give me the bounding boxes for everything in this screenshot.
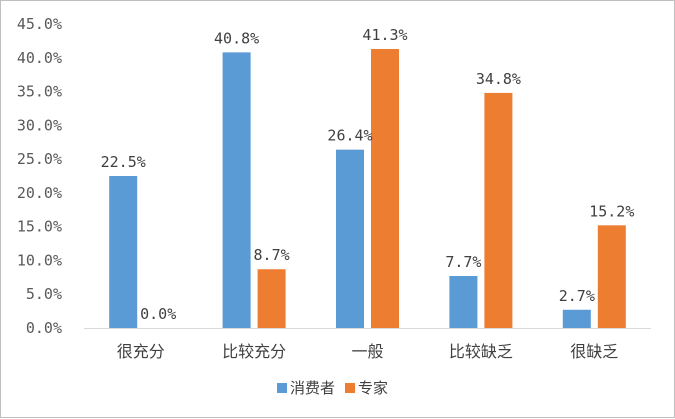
legend-swatch-expert	[345, 383, 355, 393]
y-tick-label: 15.0%	[17, 218, 62, 236]
data-label-expert-2: 41.3%	[362, 26, 407, 44]
data-label-expert-0: 0.0%	[140, 305, 176, 323]
y-tick-label: 30.0%	[17, 116, 62, 134]
y-tick-label: 10.0%	[17, 251, 62, 269]
category-labels: 很充分 比较充分 一般 比较缺乏 很缺乏	[117, 342, 619, 361]
category-label: 很缺乏	[570, 342, 618, 361]
category-label: 比较缺乏	[449, 342, 513, 361]
data-label-consumer-0: 22.5%	[101, 153, 146, 171]
y-axis-ticks: 0.0% 5.0% 10.0% 15.0% 20.0% 25.0% 30.0% 35.0% 40…	[17, 15, 62, 337]
bar-expert-3	[484, 92, 513, 328]
data-label-consumer-3: 7.7%	[445, 253, 481, 271]
bar-expert-4	[597, 225, 626, 328]
data-label-expert-3: 34.8%	[476, 70, 521, 88]
data-label-expert-4: 15.2%	[589, 202, 634, 220]
bar-consumer-2	[336, 149, 364, 328]
category-label: 比较充分	[222, 342, 286, 361]
y-tick-label: 35.0%	[17, 83, 62, 101]
y-tick-label: 20.0%	[17, 184, 62, 202]
bar-consumer-3	[449, 275, 478, 328]
bar-expert-1	[257, 269, 286, 328]
legend-swatch-consumer	[277, 383, 287, 393]
data-label-consumer-2: 26.4%	[327, 127, 372, 145]
legend-label-expert: 专家	[358, 379, 388, 397]
category-label: 很充分	[117, 342, 165, 361]
legend-label-consumer: 消费者	[290, 379, 335, 397]
y-tick-label: 25.0%	[17, 150, 62, 168]
bar-consumer-0	[109, 176, 138, 328]
y-tick-label: 0.0%	[26, 319, 62, 337]
data-label-expert-1: 8.7%	[254, 246, 290, 264]
bar-consumer-4	[562, 309, 591, 328]
data-labels: 22.5% 40.8% 26.4% 7.7% 2.7% 0.0% 8.7% 41.3% 34.8…	[101, 26, 635, 323]
y-tick-label: 40.0%	[17, 49, 62, 67]
bar-consumer-1	[222, 52, 251, 329]
y-tick-label: 5.0%	[26, 285, 62, 303]
y-tick-label: 45.0%	[17, 15, 62, 33]
data-label-consumer-4: 2.7%	[559, 287, 595, 305]
bars	[109, 48, 626, 329]
bar-expert-2	[371, 48, 399, 329]
category-label: 一般	[351, 342, 383, 361]
data-label-consumer-1: 40.8%	[214, 29, 259, 47]
legend: 消费者 专家	[277, 379, 388, 397]
